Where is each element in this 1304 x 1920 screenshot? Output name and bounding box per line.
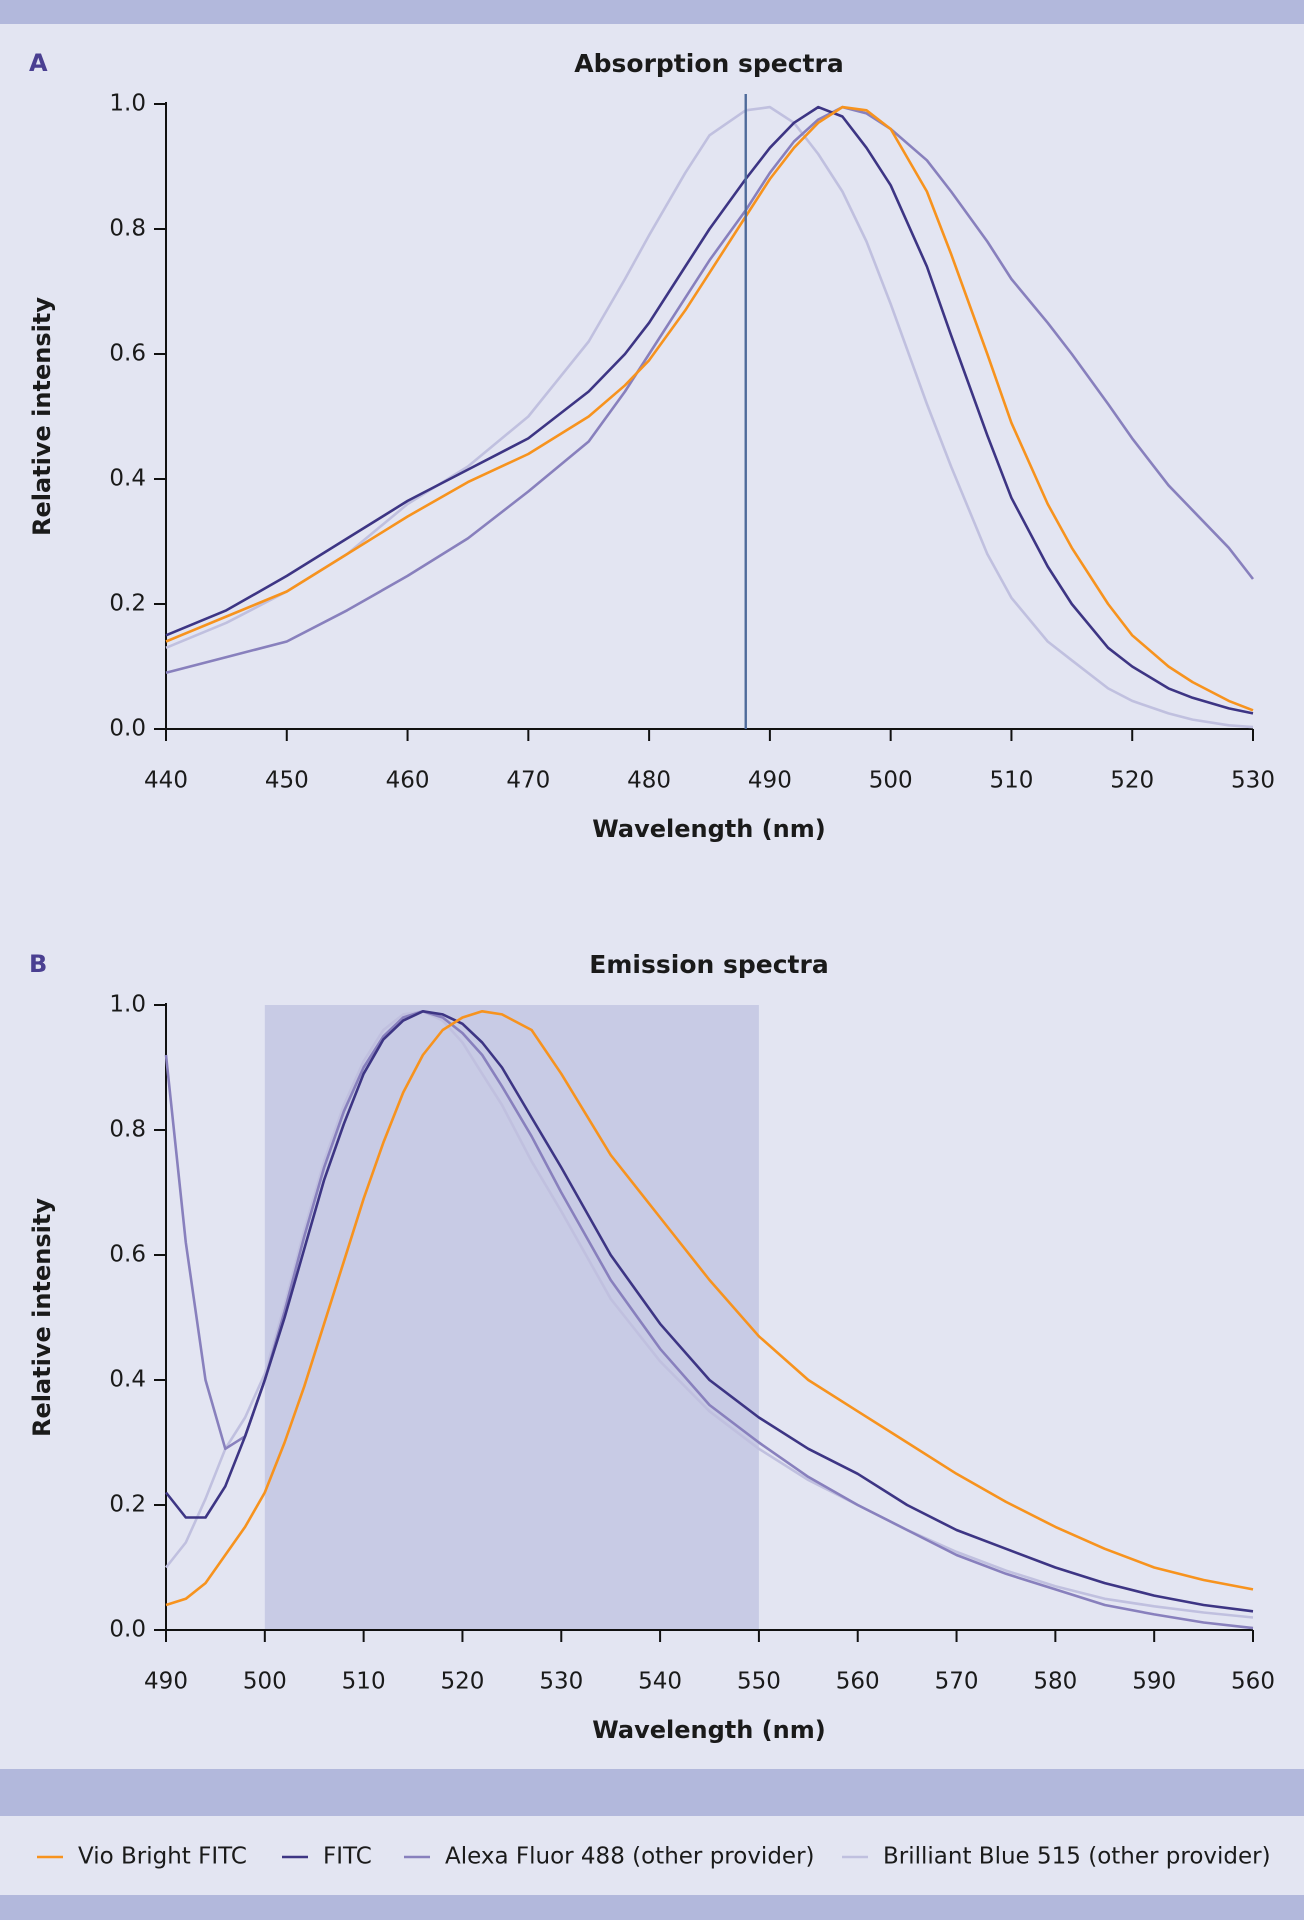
y-axis-title: Relative intensity [28, 1198, 56, 1437]
chart-title: Emission spectra [589, 950, 828, 979]
y-tick-label: 0.8 [109, 216, 146, 242]
y-tick-label: 0.6 [109, 341, 146, 367]
y-tick-label: 1.0 [109, 91, 146, 117]
x-tick-label: 510 [342, 1669, 386, 1695]
x-axis-title: Wavelength (nm) [592, 815, 825, 843]
x-tick-label: 450 [265, 768, 309, 794]
x-tick-label: 590 [1132, 1669, 1176, 1695]
legend-label: Alexa Fluor 488 (other provider) [445, 1844, 815, 1870]
x-tick-label: 520 [1110, 768, 1154, 794]
y-tick-label: 0.0 [109, 1617, 146, 1643]
x-tick-label: 570 [935, 1669, 979, 1695]
series-line [165, 105, 1255, 675]
x-tick-label: 440 [144, 768, 188, 794]
panel-label: A [29, 49, 48, 77]
series-line [165, 105, 1254, 729]
x-tick-label: 520 [441, 1669, 485, 1695]
x-tick-label: 460 [386, 768, 430, 794]
x-tick-label: 490 [748, 768, 792, 794]
y-tick-label: 0.4 [109, 466, 146, 492]
legend-label: FITC [323, 1844, 372, 1870]
x-tick-label: 560 [836, 1669, 880, 1695]
series-line [165, 105, 1254, 712]
y-axis-title: Relative intensity [28, 297, 56, 536]
y-tick-label: 0.2 [109, 591, 146, 617]
y-tick-label: 1.0 [109, 992, 146, 1018]
x-tick-label: 550 [737, 1669, 781, 1695]
y-tick-label: 0.6 [109, 1242, 146, 1268]
panel-label: B [29, 950, 47, 978]
x-tick-label: 510 [989, 768, 1033, 794]
x-tick-label: 480 [627, 768, 671, 794]
x-tick-label: 490 [144, 1669, 188, 1695]
highlight-band [264, 1005, 759, 1630]
x-tick-label: 500 [869, 768, 913, 794]
legend-label: Vio Bright FITC [78, 1844, 247, 1870]
x-tick-label: 530 [1231, 768, 1275, 794]
series-line [164, 1010, 1254, 1619]
y-tick-label: 0.2 [109, 1492, 146, 1518]
series-line [165, 105, 1254, 715]
y-tick-label: 0.4 [109, 1367, 146, 1393]
x-tick-label: 500 [243, 1669, 287, 1695]
x-tick-label: 470 [506, 768, 550, 794]
x-tick-label: 580 [1033, 1669, 1077, 1695]
x-axis-title: Wavelength (nm) [592, 1716, 825, 1744]
series-line [165, 1010, 1254, 1607]
separator-bar [0, 1769, 1304, 1816]
bottom-bar [0, 1895, 1304, 1920]
legend-label: Brilliant Blue 515 (other provider) [883, 1844, 1271, 1870]
x-tick-label: 560 [1231, 1669, 1275, 1695]
y-tick-label: 0.8 [109, 1117, 146, 1143]
series-line [164, 1010, 1254, 1613]
chart-title: Absorption spectra [574, 49, 843, 78]
top-bar [0, 0, 1304, 24]
y-tick-label: 0.0 [109, 716, 146, 742]
x-tick-label: 540 [638, 1669, 682, 1695]
x-tick-label: 530 [539, 1669, 583, 1695]
